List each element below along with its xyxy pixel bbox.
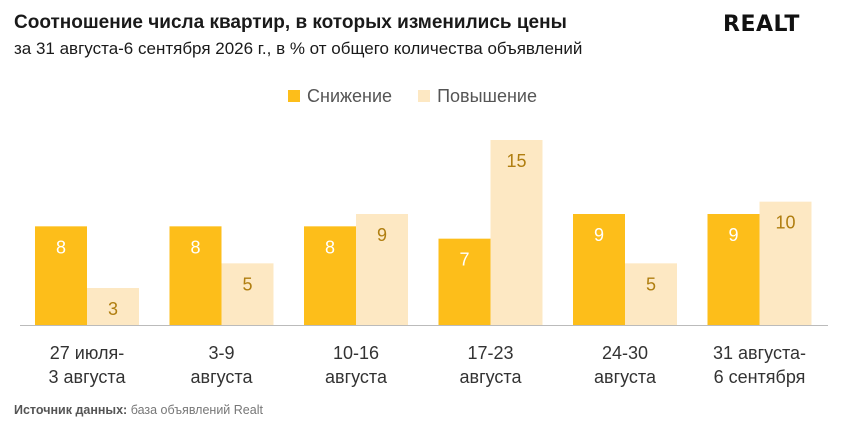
bar-decrease-2 <box>304 226 356 325</box>
bar-increase-2 <box>356 214 408 325</box>
legend-swatch-increase <box>418 90 431 102</box>
legend-item-increase: Повышение <box>418 86 537 107</box>
x-tick-label-5: 31 августа-6 сентября <box>713 343 806 387</box>
bar-increase-0 <box>87 288 139 325</box>
chart-subtitle: за 31 августа-6 сентября 2026 г., в % от… <box>14 39 583 58</box>
data-label-increase-5: 10 <box>775 213 795 233</box>
x-tick-label-0: 27 июля-3 августа <box>48 343 126 387</box>
data-label-decrease-4: 9 <box>594 225 604 245</box>
bar-decrease-0 <box>35 226 87 325</box>
data-label-increase-0: 3 <box>108 299 118 319</box>
data-label-decrease-5: 9 <box>728 225 738 245</box>
bar-increase-5 <box>759 201 812 325</box>
data-label-increase-4: 5 <box>646 274 656 294</box>
data-label-decrease-0: 8 <box>56 237 66 257</box>
legend-swatch-decrease <box>288 90 300 102</box>
realt-logo: REALT <box>723 12 800 37</box>
data-label-decrease-3: 7 <box>459 250 469 270</box>
legend-label-decrease: Снижение <box>307 85 393 106</box>
bar-decrease-4 <box>573 214 625 325</box>
legend-label-increase: Повышение <box>437 85 537 106</box>
x-tick-label-1: 3-9 августа <box>191 343 254 387</box>
legend: Снижение Повышение <box>288 84 537 108</box>
source-text: база объявлений Realt <box>130 403 263 417</box>
bar-increase-1 <box>221 263 274 325</box>
bar-decrease-1 <box>169 226 222 325</box>
data-label-decrease-1: 8 <box>190 237 200 257</box>
legend-item-decrease: Снижение <box>288 86 392 107</box>
bar-increase-3 <box>490 140 543 325</box>
x-tick-label-2: 10-16 августа <box>325 343 388 387</box>
source-note: Источник данных: база объявлений Realt <box>14 403 263 417</box>
data-label-increase-1: 5 <box>242 274 252 294</box>
bar-decrease-5 <box>707 214 760 325</box>
chart-title: Соотношение числа квартир, в которых изм… <box>14 12 567 33</box>
data-label-decrease-2: 8 <box>325 237 335 257</box>
x-tick-label-3: 17-23 августа <box>460 343 523 387</box>
source-label: Источник данных: <box>14 403 128 417</box>
bar-decrease-3 <box>438 238 491 325</box>
data-label-increase-2: 9 <box>377 225 387 245</box>
data-label-increase-3: 15 <box>506 151 526 171</box>
bar-increase-4 <box>625 263 677 325</box>
x-tick-label-4: 24-30 августа <box>594 343 657 387</box>
